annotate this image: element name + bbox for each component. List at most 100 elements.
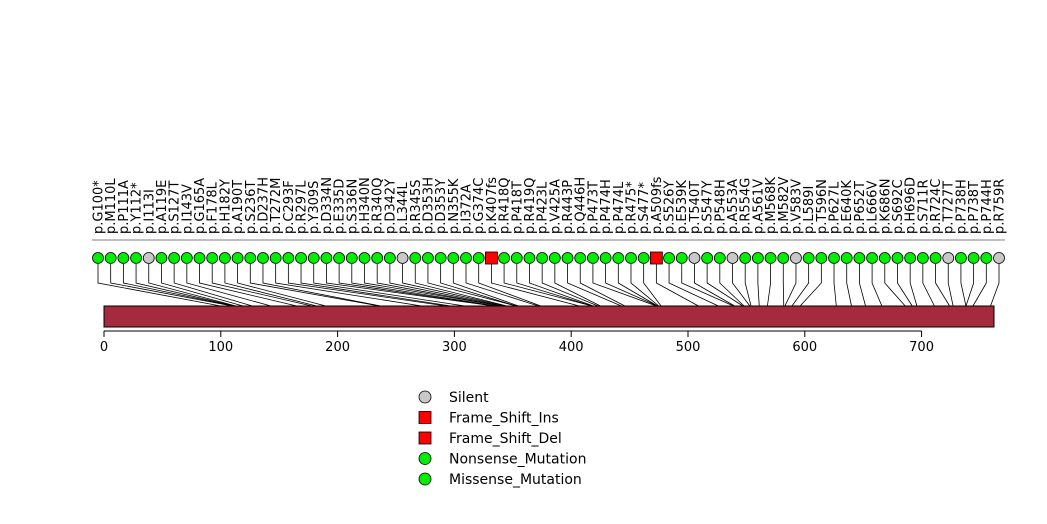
mutation-label: p.D342Y [383,179,398,234]
connector-line [732,264,751,307]
mutation-marker [345,252,358,264]
mutation-marker [688,252,701,264]
mutation-marker [815,252,828,264]
mutation-label: p.V425A [548,179,563,234]
connector-line [452,264,519,307]
connector-line [516,264,593,307]
connector-line [972,264,987,307]
mutation-label: p.M568K [764,177,779,234]
connector-line [338,264,496,307]
legend-label: Frame_Shift_Del [449,431,562,447]
mutation-marker [929,252,942,264]
connector-line [110,264,233,307]
legend-label: Missense_Mutation [449,472,582,488]
mutation-marker [840,252,853,264]
connector-line [922,264,935,307]
mutation-label: p.D237H [256,177,271,234]
mutation-label: p.I143V [180,184,195,234]
mutation-label: p.A119E [155,180,170,234]
mutation-label: p.P744H [980,179,995,234]
mutation-label: p.P738T [967,181,982,234]
mutation-marker [206,252,219,264]
mutation-marker [257,252,269,264]
connector-line [554,264,601,307]
connector-line [668,264,719,307]
connector-line [655,264,699,307]
mutation-label: p.D334N [320,177,335,234]
mutation-label: p.P418T [510,181,525,234]
mutation-label: p.A509fs [650,176,665,234]
mutation-marker [777,252,790,264]
mutation-label: p.Q446H [574,177,589,234]
connector-line [706,264,744,307]
connector-line [402,264,506,307]
mutation-marker [371,252,384,264]
connector-line [478,264,541,307]
mutation-marker [993,252,1005,264]
legend-swatch [418,411,432,424]
mutation-marker [866,252,878,264]
mutation-marker [980,252,993,264]
mutation-label: p.S692C [891,179,906,234]
mutation-marker [802,252,815,264]
mutation-marker [625,252,637,264]
protein-bar [103,305,995,328]
x-tick-label: 300 [442,340,467,355]
mutation-label: p.Y112* [130,182,145,234]
legend: Silent Frame_Shift_Ins Frame_Shift_Del Nons… [418,390,586,488]
mutation-label: p.K686N [878,179,893,234]
x-tick-label: 200 [325,340,350,355]
mutation-label: p.P627L [828,181,843,234]
mutation-marker [307,252,320,264]
mutation-marker [587,252,599,264]
mutation-label: p.C293F [282,180,297,234]
mutation-label: p.Y309S [307,181,322,234]
mutation-label: p.I372A [460,184,475,234]
connector-line [567,264,622,307]
mutation-marker [142,252,155,264]
mutation-marker [358,252,371,264]
legend-label: Silent [449,390,489,406]
connector-line [897,264,913,307]
mutation-marker [751,252,764,264]
mutation-marker [320,252,333,264]
mutation-label: p.N355K [447,178,462,234]
connector-line [161,264,244,307]
mutation-label: p.G165A [193,178,208,234]
legend-swatch [418,452,432,465]
mutation-label: p.L589I [802,186,817,234]
connector-line [389,264,504,307]
mutation-marker [244,252,257,264]
mutation-marker [434,252,447,264]
mutation-marker [510,252,523,264]
mutation-marker [739,252,752,264]
mutation-marker [193,252,206,264]
mutation-marker [396,252,409,264]
connector-line [211,264,312,307]
mutation-label: p.R724C [929,179,944,234]
connector-line [326,264,495,307]
connector-line [414,264,508,307]
mutation-label: p.R297L [295,180,310,234]
mutation-label: p.M110L [104,178,119,234]
mutation-marker [663,252,675,264]
mutation-marker [853,252,866,264]
connector-line [579,264,626,307]
mutation-label: p.R759R [993,179,1008,234]
mutation-label: p.R340Q [371,178,386,234]
connector-line [799,264,822,307]
mutation-marker [92,252,104,264]
legend-label: Frame_Shift_Ins [449,411,559,427]
mutation-marker [574,252,587,264]
mutation-label: p.S477* [637,182,652,234]
connector-line [643,264,662,307]
connector-line [376,264,502,307]
connector-line [833,264,837,307]
connector-line [871,264,883,307]
connector-line [148,264,237,307]
mutation-marker [472,252,485,264]
mutation-labels: p.G100*p.M110Lp.P111Ap.Y112*p.I113Ip.A11… [92,176,1008,241]
connector-line [224,264,317,307]
mutation-marker [828,252,840,264]
mutation-marker [447,252,460,264]
